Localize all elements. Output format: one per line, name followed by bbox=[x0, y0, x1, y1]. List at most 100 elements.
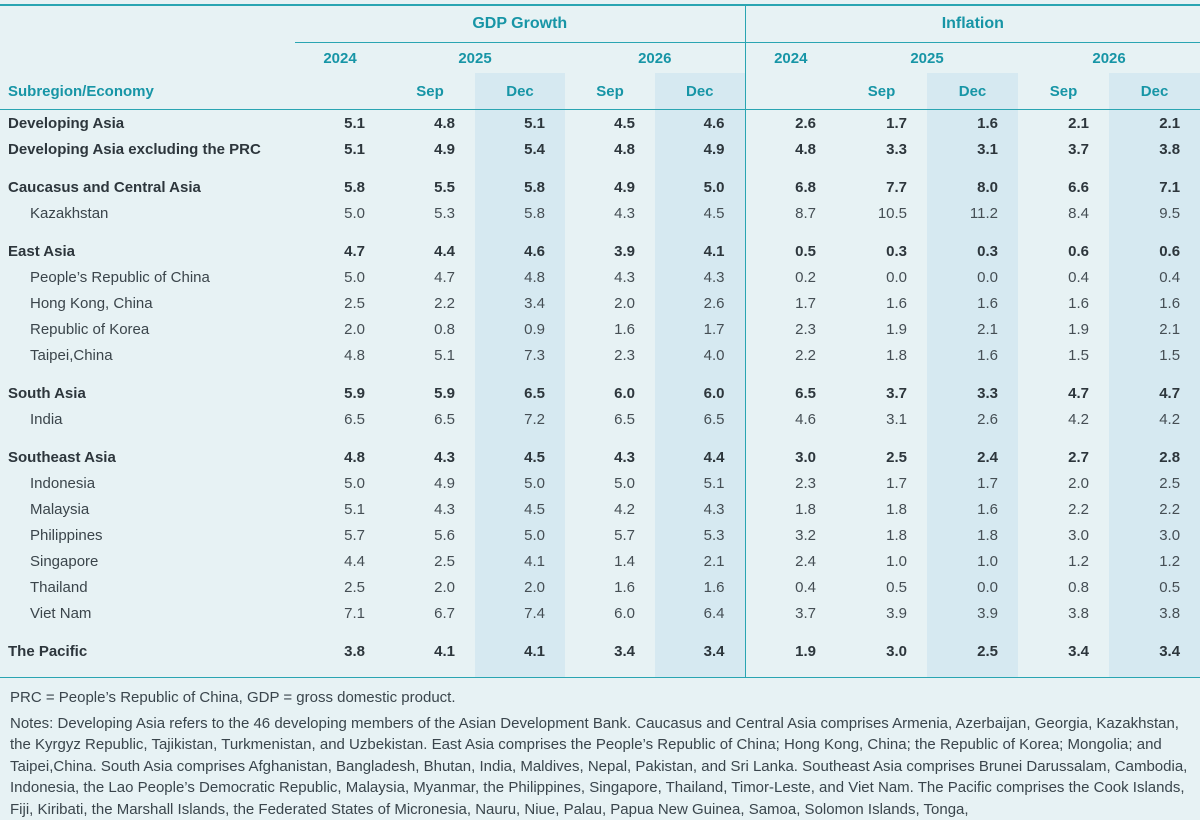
inflation-value-cell: 2.1 bbox=[1109, 316, 1200, 342]
inflation-value-cell: 1.6 bbox=[1109, 290, 1200, 316]
year-header-row: 2024 2025 2026 2024 2025 2026 bbox=[0, 43, 1200, 74]
inflation-value-cell: 7.1 bbox=[1109, 174, 1200, 200]
gdp-value-cell: 4.8 bbox=[475, 264, 565, 290]
gdp-value-cell: 5.7 bbox=[295, 522, 385, 548]
spacer-cell bbox=[836, 432, 927, 444]
row-label: Developing Asia excluding the PRC bbox=[0, 136, 295, 162]
gdp-value-cell: 2.1 bbox=[655, 548, 745, 574]
gdp-value-cell: 5.7 bbox=[565, 522, 655, 548]
row-label: Republic of Korea bbox=[0, 316, 295, 342]
inflation-value-cell: 1.7 bbox=[836, 470, 927, 496]
gdp-value-cell: 4.1 bbox=[475, 548, 565, 574]
spacer-cell bbox=[927, 226, 1018, 238]
gdp-value-cell: 6.5 bbox=[475, 380, 565, 406]
gdp-value-cell: 7.1 bbox=[295, 600, 385, 626]
gdp-value-cell: 3.9 bbox=[565, 238, 655, 264]
spacer-cell bbox=[836, 368, 927, 380]
spacer-cell bbox=[1018, 626, 1109, 638]
spacer-cell bbox=[565, 226, 655, 238]
inflation-value-cell: 3.7 bbox=[836, 380, 927, 406]
inflation-value-cell: 2.7 bbox=[1018, 444, 1109, 470]
spacer-cell bbox=[565, 626, 655, 638]
inflation-value-cell: 1.9 bbox=[836, 316, 927, 342]
inflation-value-cell: 0.8 bbox=[1018, 574, 1109, 600]
inflation-value-cell: 2.2 bbox=[745, 342, 836, 368]
inflation-value-cell: 3.1 bbox=[927, 136, 1018, 162]
spacer-cell bbox=[745, 368, 836, 380]
inflation-value-cell: 3.0 bbox=[1109, 522, 1200, 548]
inflation-value-cell: 1.0 bbox=[836, 548, 927, 574]
inflation-value-cell: 4.7 bbox=[1018, 380, 1109, 406]
gdp-2025-sep-header: Sep bbox=[385, 73, 475, 110]
inflation-value-cell: 0.3 bbox=[927, 238, 1018, 264]
inflation-value-cell: 2.0 bbox=[1018, 470, 1109, 496]
inflation-value-cell: 4.7 bbox=[1109, 380, 1200, 406]
spacer-cell bbox=[745, 432, 836, 444]
inflation-value-cell: 1.8 bbox=[836, 522, 927, 548]
inflation-2026-sep-header: Sep bbox=[1018, 73, 1109, 110]
gdp-value-cell: 2.5 bbox=[295, 574, 385, 600]
spacer-cell bbox=[745, 162, 836, 174]
gdp-value-cell: 1.6 bbox=[655, 574, 745, 600]
gdp-value-cell: 2.0 bbox=[565, 290, 655, 316]
row-label: Philippines bbox=[0, 522, 295, 548]
inflation-value-cell: 8.4 bbox=[1018, 200, 1109, 226]
inflation-value-cell: 2.5 bbox=[836, 444, 927, 470]
gdp-value-cell: 6.4 bbox=[655, 600, 745, 626]
spacer-cell bbox=[1018, 432, 1109, 444]
spacer-cell bbox=[655, 162, 745, 174]
gdp-value-cell: 4.9 bbox=[385, 136, 475, 162]
blank-cell bbox=[295, 73, 385, 110]
inflation-value-cell: 3.3 bbox=[836, 136, 927, 162]
inflation-value-cell: 3.3 bbox=[927, 380, 1018, 406]
gdp-value-cell: 5.0 bbox=[295, 470, 385, 496]
gdp-value-cell: 0.9 bbox=[475, 316, 565, 342]
spacer-cell bbox=[0, 664, 295, 678]
inflation-value-cell: 3.7 bbox=[745, 600, 836, 626]
spacer-cell bbox=[655, 432, 745, 444]
gdp-value-cell: 2.3 bbox=[565, 342, 655, 368]
gdp-value-cell: 5.8 bbox=[475, 200, 565, 226]
spacer-cell bbox=[836, 626, 927, 638]
inflation-value-cell: 0.2 bbox=[745, 264, 836, 290]
gdp-value-cell: 5.1 bbox=[295, 136, 385, 162]
inflation-value-cell: 2.6 bbox=[745, 110, 836, 137]
row-label: India bbox=[0, 406, 295, 432]
spacer-cell bbox=[927, 626, 1018, 638]
gdp-value-cell: 5.6 bbox=[385, 522, 475, 548]
gdp-value-cell: 4.8 bbox=[295, 342, 385, 368]
group-spacer-row bbox=[0, 162, 1200, 174]
gdp-value-cell: 4.3 bbox=[565, 200, 655, 226]
gdp-value-cell: 2.2 bbox=[385, 290, 475, 316]
gdp-value-cell: 5.1 bbox=[295, 110, 385, 137]
spacer-cell bbox=[295, 664, 385, 678]
gdp-2026-dec-header: Dec bbox=[655, 73, 745, 110]
inflation-value-cell: 2.2 bbox=[1109, 496, 1200, 522]
group-spacer-row bbox=[0, 368, 1200, 380]
inflation-value-cell: 3.0 bbox=[1018, 522, 1109, 548]
row-label: Southeast Asia bbox=[0, 444, 295, 470]
gdp-value-cell: 3.4 bbox=[475, 290, 565, 316]
row-label: People’s Republic of China bbox=[0, 264, 295, 290]
inflation-value-cell: 0.6 bbox=[1018, 238, 1109, 264]
inflation-2025-dec-header: Dec bbox=[927, 73, 1018, 110]
inflation-value-cell: 3.0 bbox=[836, 638, 927, 664]
gdp-value-cell: 6.5 bbox=[295, 406, 385, 432]
inflation-value-cell: 0.0 bbox=[836, 264, 927, 290]
gdp-value-cell: 5.0 bbox=[475, 470, 565, 496]
inflation-value-cell: 3.4 bbox=[1109, 638, 1200, 664]
spacer-cell bbox=[836, 162, 927, 174]
spacer-cell bbox=[385, 368, 475, 380]
inflation-value-cell: 2.1 bbox=[927, 316, 1018, 342]
inflation-value-cell: 3.2 bbox=[745, 522, 836, 548]
notes-paragraph: Notes: Developing Asia refers to the 46 … bbox=[10, 713, 1190, 820]
inflation-value-cell: 4.2 bbox=[1018, 406, 1109, 432]
